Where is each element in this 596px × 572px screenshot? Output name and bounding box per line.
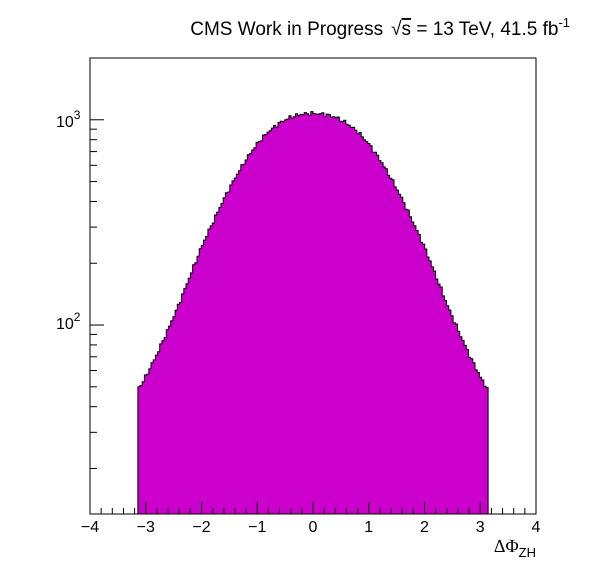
x-tick-label: −4 xyxy=(81,519,99,536)
y-tick-label-1000: 103 xyxy=(56,108,81,131)
x-tick-label: 4 xyxy=(532,519,541,536)
y-tick-label-100: 102 xyxy=(56,310,81,333)
x-tick-label: 0 xyxy=(309,519,318,536)
axis-ticks xyxy=(89,57,537,514)
histogram-fill xyxy=(137,111,489,514)
x-tick-labels: −4 −3 −2 −1 0 1 2 3 4 xyxy=(81,519,541,536)
histogram-outline xyxy=(137,111,489,515)
chart-title: CMS Work in Progress √s = 13 TeV, 41.5 fb… xyxy=(190,15,570,40)
x-tick-label: 3 xyxy=(476,519,485,536)
x-tick-label: 1 xyxy=(364,519,373,536)
x-axis-label: ΔΦZH xyxy=(494,536,536,560)
x-tick-label: −2 xyxy=(192,519,210,536)
x-tick-label: 2 xyxy=(420,519,429,536)
x-tick-label: −3 xyxy=(137,519,155,536)
x-tick-label: −1 xyxy=(248,519,266,536)
